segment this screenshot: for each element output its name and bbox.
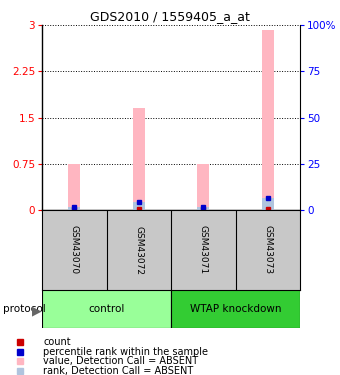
Text: ▶: ▶	[32, 304, 42, 317]
Bar	[133, 108, 144, 210]
Text: GSM43071: GSM43071	[199, 225, 208, 274]
Bar	[171, 290, 300, 328]
Text: rank, Detection Call = ABSENT: rank, Detection Call = ABSENT	[43, 366, 193, 375]
Bar	[262, 30, 274, 210]
Text: value, Detection Call = ABSENT: value, Detection Call = ABSENT	[43, 356, 198, 366]
Text: GSM43072: GSM43072	[134, 225, 143, 274]
Bar	[42, 290, 171, 328]
Text: count: count	[43, 337, 71, 347]
Text: GSM43073: GSM43073	[263, 225, 272, 274]
Bar	[68, 164, 80, 210]
Text: percentile rank within the sample: percentile rank within the sample	[43, 347, 208, 357]
Text: control: control	[88, 304, 125, 314]
Bar	[198, 207, 209, 210]
Bar	[262, 198, 274, 210]
Bar	[198, 164, 209, 210]
Text: GSM43070: GSM43070	[70, 225, 79, 274]
Text: protocol: protocol	[3, 304, 46, 314]
Text: WTAP knockdown: WTAP knockdown	[190, 304, 281, 314]
Text: GDS2010 / 1559405_a_at: GDS2010 / 1559405_a_at	[90, 10, 250, 23]
Bar	[133, 202, 144, 210]
Bar	[68, 207, 80, 210]
